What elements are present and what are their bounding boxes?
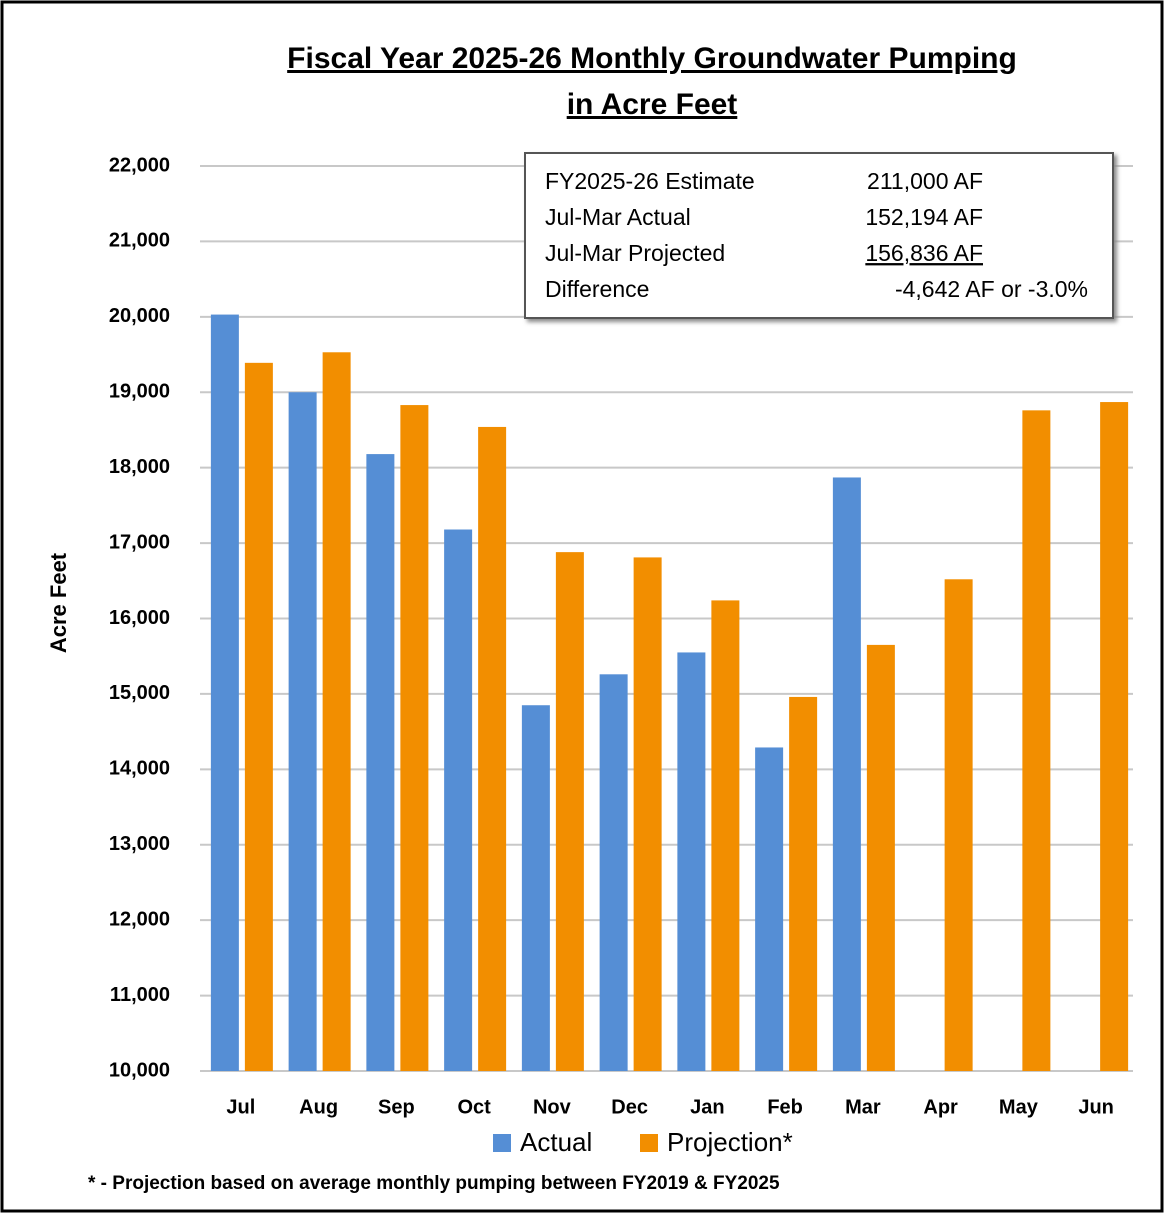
bar <box>400 405 429 1072</box>
x-tick-label: Jan <box>690 1096 724 1118</box>
y-tick-label: 12,000 <box>109 908 170 930</box>
y-tick-label: 20,000 <box>109 305 170 327</box>
legend-swatch <box>640 1134 658 1152</box>
annotation-value: 156,836 AF <box>865 240 983 266</box>
y-tick-label: 14,000 <box>109 758 170 780</box>
x-tick-label: Jun <box>1078 1096 1114 1118</box>
chart-title: Fiscal Year 2025-26 Monthly Groundwater … <box>287 42 1017 121</box>
y-tick-label: 18,000 <box>109 456 170 478</box>
annotation-value: 211,000 AF <box>867 168 983 194</box>
bar <box>444 529 473 1071</box>
x-tick-label: Feb <box>767 1096 803 1118</box>
annotation-label: Difference <box>545 276 649 302</box>
annotation-label: Jul-Mar Actual <box>545 204 691 230</box>
annotation-box <box>524 152 1114 319</box>
bar <box>521 705 550 1071</box>
x-tick-label: Dec <box>611 1096 648 1118</box>
y-tick-label: 13,000 <box>109 833 170 855</box>
bar <box>366 454 395 1071</box>
y-tick-label: 17,000 <box>109 531 170 553</box>
x-tick-label: Aug <box>299 1096 338 1118</box>
bar <box>599 674 628 1071</box>
annotation-label: Jul-Mar Projected <box>545 240 725 266</box>
x-tick-label: Nov <box>533 1096 572 1118</box>
x-tick-label: Mar <box>845 1096 881 1118</box>
footnote: * - Projection based on average monthly … <box>88 1173 780 1194</box>
bar <box>755 747 784 1071</box>
bar <box>478 426 507 1072</box>
bar <box>288 392 317 1071</box>
x-tick-label: Oct <box>457 1096 491 1118</box>
legend-swatch <box>493 1134 511 1152</box>
bar <box>322 352 351 1071</box>
annotation-value: -4,642 AF or -3.0% <box>895 276 1088 302</box>
x-tick-label: Sep <box>378 1096 415 1118</box>
legend-label: Actual <box>520 1127 592 1157</box>
y-tick-label: 21,000 <box>109 230 170 252</box>
annotation-value: 152,194 AF <box>865 204 983 230</box>
y-tick-label: 19,000 <box>109 381 170 403</box>
bar <box>1022 410 1051 1072</box>
y-tick-label: 11,000 <box>110 984 170 1006</box>
bar <box>555 552 584 1071</box>
bar <box>1100 402 1129 1071</box>
x-tick-label: Apr <box>923 1096 958 1118</box>
y-axis-label: Acre Feet <box>46 552 71 653</box>
bar <box>944 579 973 1071</box>
bar <box>711 600 740 1071</box>
bar <box>633 557 662 1071</box>
legend-label: Projection* <box>667 1127 793 1157</box>
bar <box>244 362 273 1071</box>
bar <box>832 477 861 1071</box>
y-tick-label: 16,000 <box>109 607 170 629</box>
bar <box>210 314 239 1072</box>
x-tick-label: Jul <box>226 1096 255 1118</box>
y-tick-label: 15,000 <box>109 682 170 704</box>
y-tick-label: 10,000 <box>109 1059 170 1081</box>
y-tick-label: 22,000 <box>109 154 170 176</box>
bar <box>789 696 818 1071</box>
annotation-label: FY2025-26 Estimate <box>545 168 755 194</box>
bar <box>866 644 895 1071</box>
bar <box>677 652 706 1071</box>
x-tick-label: May <box>999 1096 1039 1118</box>
